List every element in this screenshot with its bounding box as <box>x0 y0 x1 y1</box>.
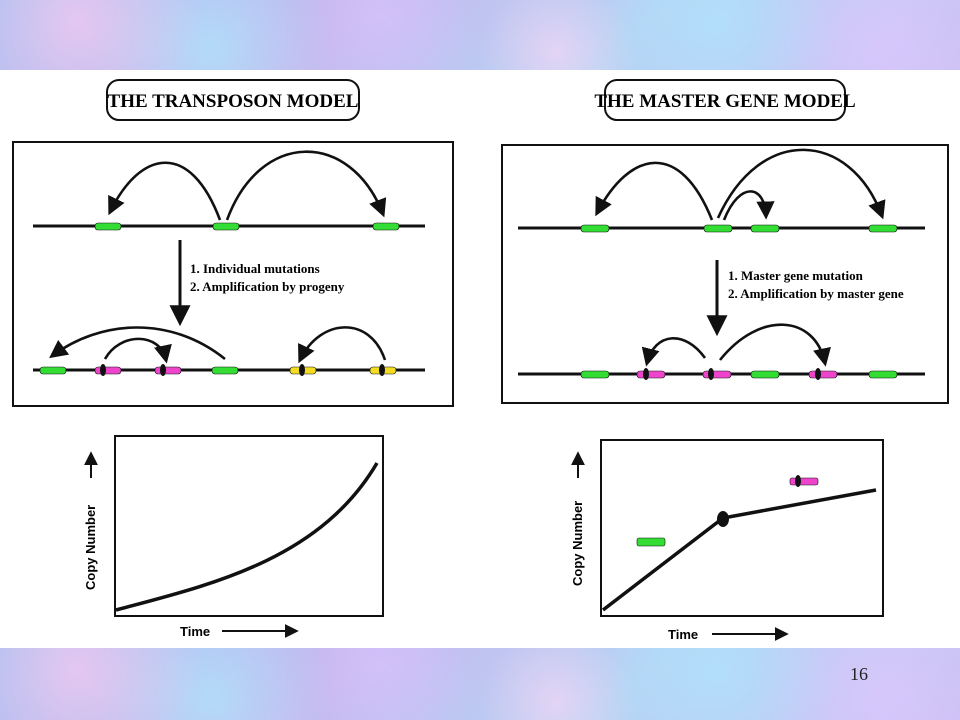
diagram-canvas: THE TRANSPOSON MODEL 1. Individual mutat… <box>12 79 949 642</box>
right-y-axis-label: Copy Number <box>570 501 585 586</box>
legend-gene-green <box>636 537 666 547</box>
left-title-box <box>106 79 360 121</box>
left-title: THE TRANSPOSON MODEL <box>108 91 359 112</box>
gene-magenta <box>808 370 838 379</box>
gene-green <box>868 370 898 379</box>
gene-green <box>94 222 122 231</box>
transposition-arrow <box>108 161 222 221</box>
right-diagram-box <box>501 144 949 404</box>
left-diagram-box <box>12 141 454 407</box>
transposition-arrow <box>225 150 387 221</box>
gene-magenta <box>94 366 122 375</box>
mutation-mark <box>100 364 106 376</box>
gene-magenta <box>636 370 666 379</box>
transposition-arrow <box>49 326 226 361</box>
gene-green <box>703 224 733 233</box>
mutation-event-point <box>717 511 729 527</box>
right-title-box <box>604 79 846 121</box>
gene-green <box>580 224 610 233</box>
right-graph-box <box>600 439 884 617</box>
left-y-axis-label: Copy Number <box>83 505 98 590</box>
mutation-mark <box>815 368 821 380</box>
mutation-mark <box>160 364 166 376</box>
mutation-mark <box>643 368 649 380</box>
mutation-mark <box>379 364 385 376</box>
background-top-band <box>0 0 960 70</box>
gene-green <box>212 222 240 231</box>
exponential-curve <box>115 462 379 612</box>
right-x-axis-label: Time <box>668 627 698 642</box>
transposition-arrow <box>103 337 172 364</box>
gene-green <box>39 366 67 375</box>
transposition-arrow <box>641 337 707 367</box>
gene-green <box>868 224 898 233</box>
master-gene-model-panel: THE MASTER GENE MODEL 1. Master gene mut… <box>501 79 949 642</box>
right-step-2: 2. Amplification by master gene <box>728 286 904 301</box>
transposition-arrow <box>722 190 775 221</box>
gene-green <box>372 222 400 231</box>
transposition-arrow <box>595 161 714 221</box>
gene-green <box>211 366 239 375</box>
left-graph-box <box>114 435 384 617</box>
left-step-1: 1. Individual mutations <box>190 261 320 276</box>
transposition-arrow <box>298 326 387 364</box>
right-title: THE MASTER GENE MODEL <box>594 91 855 112</box>
mutation-mark <box>795 475 801 487</box>
transposition-arrow <box>718 323 831 367</box>
left-step-2: 2. Amplification by progeny <box>190 279 345 294</box>
gene-green <box>750 224 780 233</box>
transposon-model-panel: THE TRANSPOSON MODEL 1. Individual mutat… <box>12 79 454 639</box>
gene-magenta <box>154 366 182 375</box>
gene-green <box>750 370 780 379</box>
right-step-1: 1. Master gene mutation <box>728 268 864 283</box>
background-bottom-band <box>0 648 960 720</box>
page-number: 16 <box>850 664 868 684</box>
gene-magenta <box>702 370 732 379</box>
legend-gene-magenta <box>789 477 819 486</box>
mutation-mark <box>299 364 305 376</box>
transposition-arrow <box>716 148 886 220</box>
mutation-mark <box>708 368 714 380</box>
left-x-axis-label: Time <box>180 624 210 639</box>
gene-green <box>580 370 610 379</box>
